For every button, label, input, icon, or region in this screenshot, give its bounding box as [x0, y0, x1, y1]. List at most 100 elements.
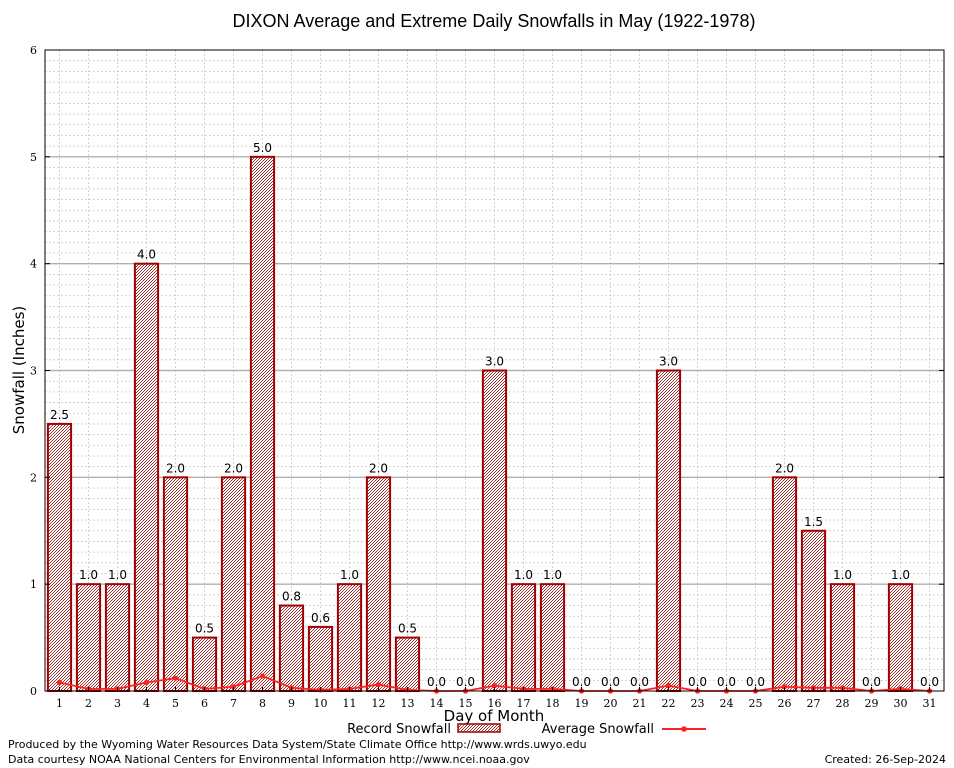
x-tick-label: 30 [894, 697, 908, 710]
average-point [230, 684, 237, 690]
bar-value-label: 2.0 [224, 461, 243, 475]
record-bar [365, 476, 392, 693]
bar-value-label: 1.0 [108, 568, 127, 582]
x-tick-label: 17 [517, 697, 531, 710]
average-point [56, 679, 63, 686]
producer-credit: Produced by the Wyoming Water Resources … [8, 738, 587, 751]
x-tick-label: 16 [488, 697, 502, 710]
bar-value-label: 0.0 [920, 675, 939, 689]
x-tick-label: 22 [662, 697, 676, 710]
record-bar [539, 583, 566, 693]
y-tick-label: 0 [30, 685, 37, 698]
record-bar [278, 604, 305, 692]
y-tick-label: 6 [30, 44, 37, 57]
record-bar [829, 583, 856, 693]
bar-value-label: 0.0 [717, 675, 736, 689]
record-bar [655, 369, 682, 692]
bar-value-label: 0.0 [601, 675, 620, 689]
record-bar [771, 476, 798, 693]
x-tick-label: 14 [430, 697, 444, 710]
x-tick-label: 21 [633, 697, 647, 710]
record-bar [104, 583, 131, 693]
legend-swatch-record [457, 723, 501, 733]
record-bar [336, 583, 363, 693]
legend-label-record: Record Snowfall [347, 722, 451, 737]
record-bar [46, 422, 73, 692]
bar-value-label: 5.0 [253, 141, 272, 155]
bar-value-label: 1.0 [79, 568, 98, 582]
record-bar [307, 625, 334, 693]
x-axis-label: Day of Month [444, 707, 545, 725]
chart-title: DIXON Average and Extreme Daily Snowfall… [233, 11, 756, 31]
average-point [172, 675, 179, 681]
x-tick-label: 27 [807, 697, 821, 710]
x-tick-label: 5 [172, 697, 179, 710]
bar-value-label: 1.0 [340, 568, 359, 582]
x-tick-label: 1 [56, 697, 63, 710]
x-tick-label: 3 [114, 697, 121, 710]
bar-value-label: 0.0 [862, 675, 881, 689]
bar-value-label: 0.0 [456, 675, 475, 689]
x-tick-label: 28 [836, 697, 850, 710]
record-bar [249, 155, 276, 693]
x-tick-label: 8 [259, 697, 266, 710]
x-tick-label: 25 [749, 697, 763, 710]
x-tick-label: 23 [691, 697, 705, 710]
record-bar [133, 262, 160, 692]
bar-value-label: 1.0 [514, 568, 533, 582]
bar-value-label: 0.0 [630, 675, 649, 689]
x-tick-label: 4 [143, 697, 150, 710]
created-date: Created: 26-Sep-2024 [824, 753, 946, 766]
x-tick-label: 12 [372, 697, 386, 710]
average-point [375, 681, 382, 688]
data-labels: 2.5 1.0 1.0 4.0 2.0 0.5 2.0 5.0 0.8 0.6 1.0 2.0 0.5 0… [50, 141, 939, 689]
bar-value-label: 2.0 [775, 461, 794, 475]
bar-value-label: 0.0 [746, 675, 765, 689]
average-point [781, 684, 788, 690]
bar-value-label: 0.0 [572, 675, 591, 689]
record-bar [75, 583, 102, 693]
y-axis-label: Snowfall (Inches) [10, 306, 28, 434]
record-bar [162, 476, 189, 693]
legend-label-average: Average Snowfall [542, 722, 654, 737]
y-tick-label: 3 [30, 365, 37, 378]
bar-value-label: 1.0 [833, 568, 852, 582]
x-tick-label: 6 [201, 697, 208, 710]
record-bar [800, 529, 827, 692]
x-tick-label: 20 [604, 697, 618, 710]
bar-value-label: 2.0 [369, 461, 388, 475]
bar-value-label: 1.0 [543, 568, 562, 582]
bar-value-label: 1.5 [804, 515, 823, 529]
average-point [259, 673, 266, 679]
legend: Record Snowfall Average Snowfall [347, 722, 706, 737]
record-bar [510, 583, 537, 693]
y-tick-label: 2 [30, 471, 37, 484]
data-courtesy-credit: Data courtesy NOAA National Centers for … [8, 753, 530, 766]
x-tick-label: 18 [546, 697, 560, 710]
legend-marker-average [681, 726, 687, 732]
x-tick-label: 29 [865, 697, 879, 710]
bar-value-label: 0.6 [311, 611, 330, 625]
bar-value-label: 0.0 [688, 675, 707, 689]
bar-value-label: 2.0 [166, 461, 185, 475]
x-tick-label: 13 [401, 697, 415, 710]
bar-value-label: 4.0 [137, 248, 156, 262]
x-tick-label: 9 [288, 697, 295, 710]
x-tick-label: 10 [314, 697, 328, 710]
x-tick-label: 31 [923, 697, 937, 710]
x-tick-label: 11 [343, 697, 357, 710]
bar-value-label: 1.0 [891, 568, 910, 582]
bar-value-label: 3.0 [659, 355, 678, 369]
bar-value-label: 3.0 [485, 355, 504, 369]
x-tick-label: 7 [230, 697, 237, 710]
bar-value-label: 0.5 [195, 622, 214, 636]
x-tick-label: 26 [778, 697, 792, 710]
record-bar [481, 369, 508, 692]
x-tick-label: 24 [720, 697, 734, 710]
y-tick-label: 4 [30, 258, 37, 271]
record-bar [191, 636, 218, 692]
x-tick-label: 2 [85, 697, 92, 710]
